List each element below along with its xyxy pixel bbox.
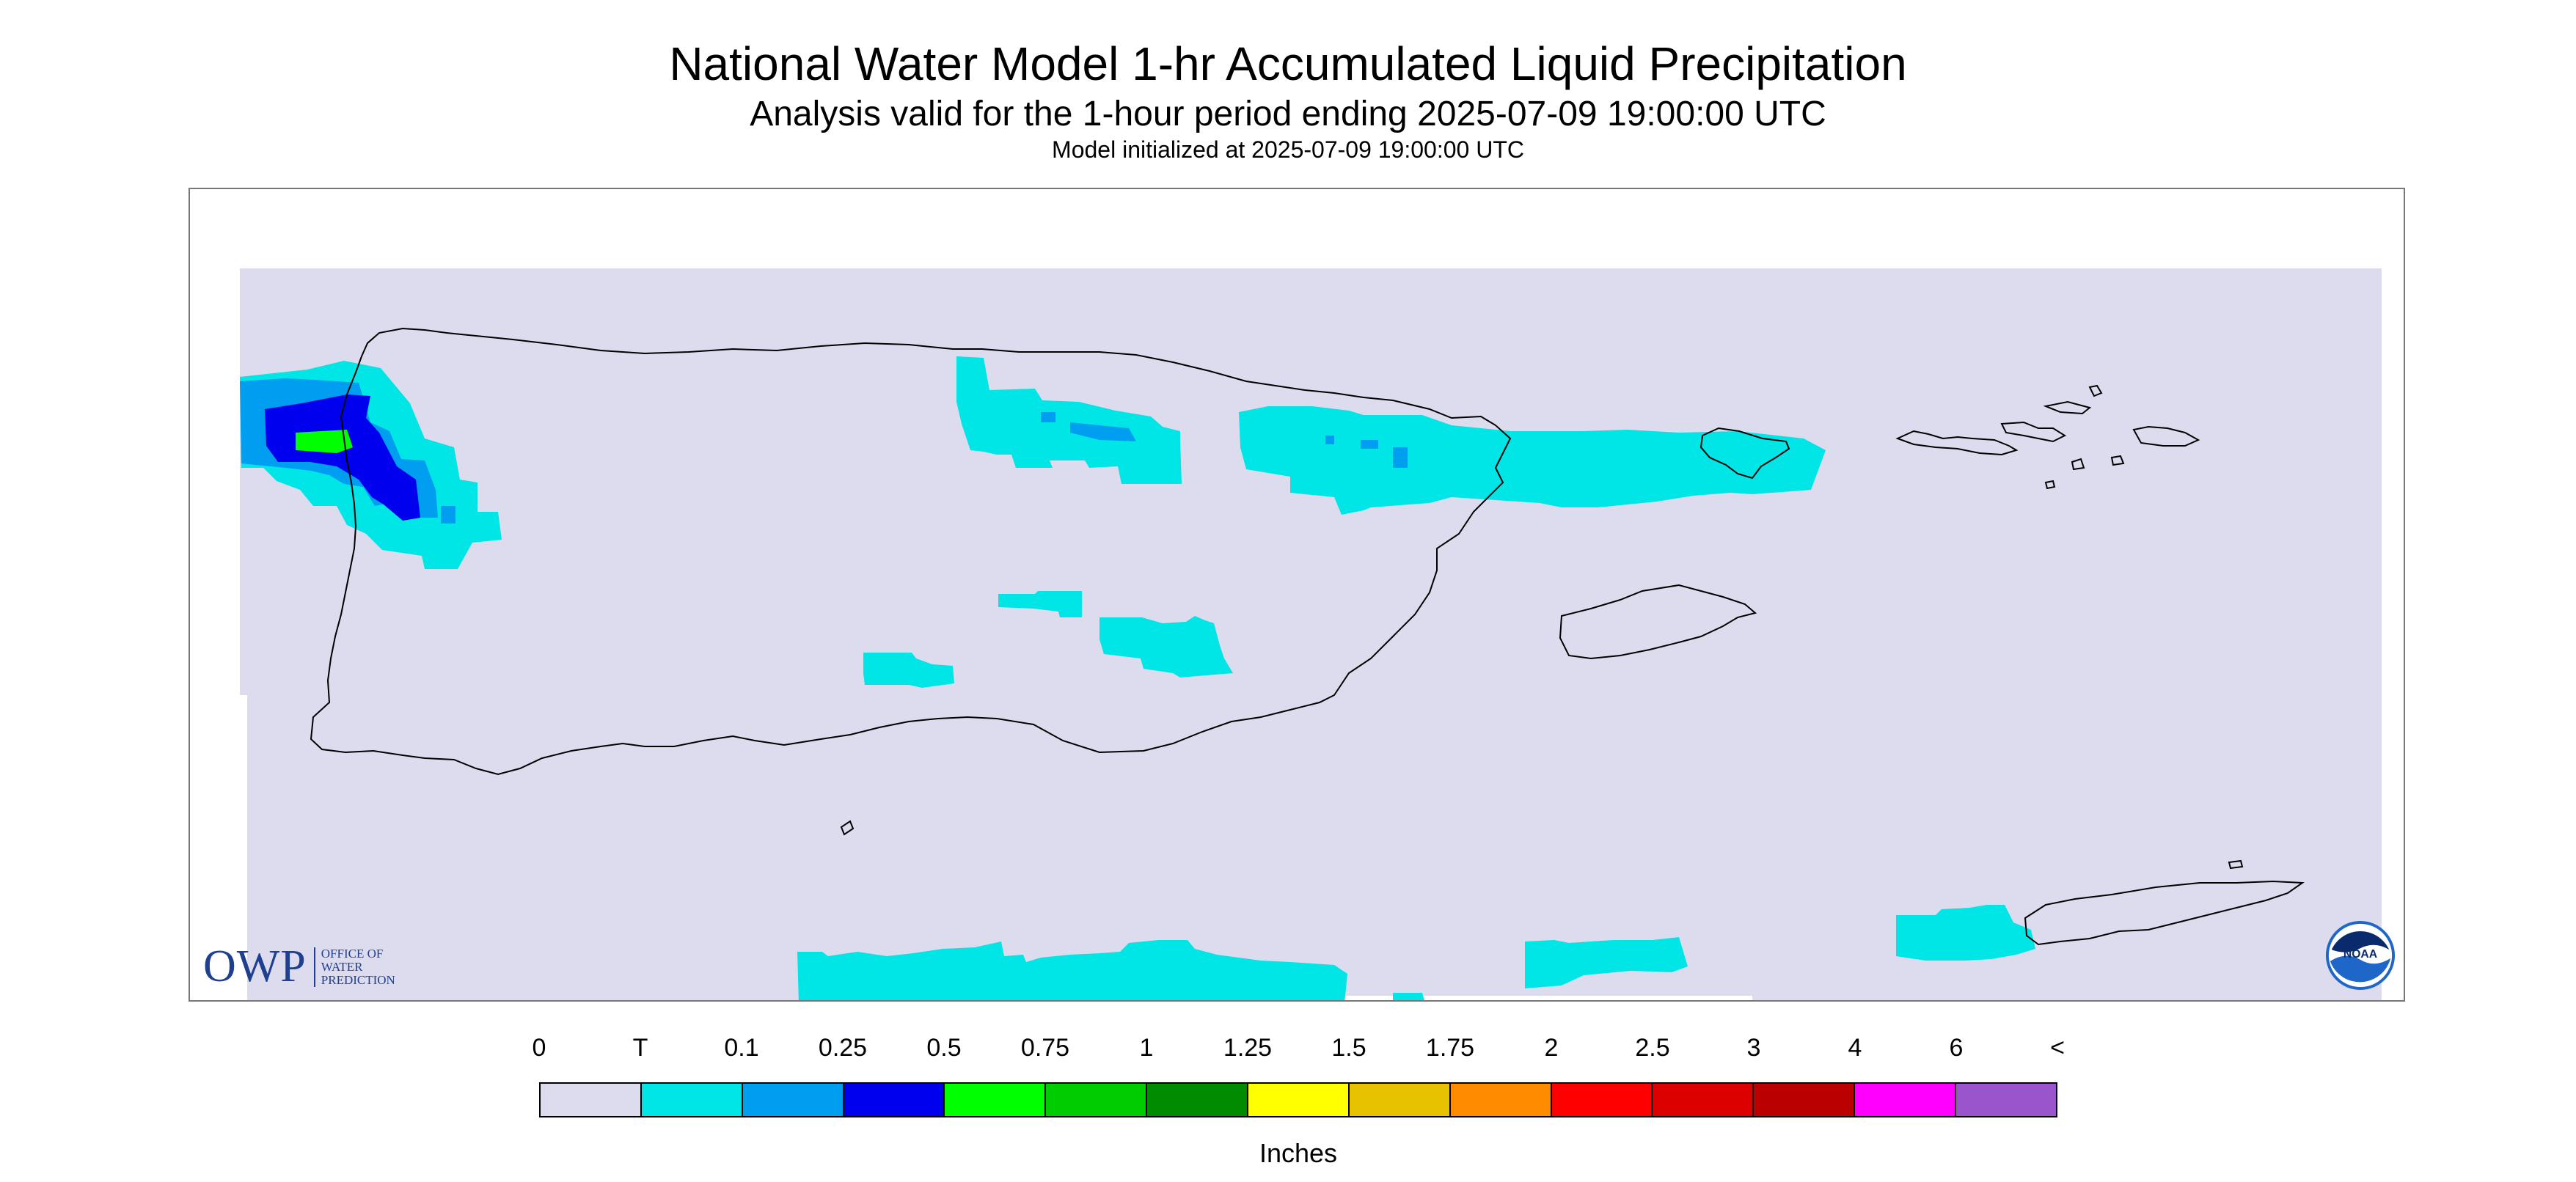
precipitation-map <box>240 268 2382 1000</box>
domain-bottom-fill <box>1752 996 2382 1000</box>
precip-area-trace <box>998 591 1082 617</box>
legend-tick-label: 2 <box>1544 1034 1559 1062</box>
legend-swatch <box>945 1084 1047 1116</box>
map-frame: OWP OFFICE OF WATER PREDICTION NOAA <box>189 188 2405 1002</box>
precip-area-0.1 <box>1325 436 1334 444</box>
owp-wordmark: OFFICE OF WATER PREDICTION <box>313 946 395 987</box>
legend-tick-label: 0.75 <box>1020 1034 1070 1062</box>
st-thomas-coastline <box>1895 430 2019 456</box>
precip-area-0.1 <box>1070 422 1136 441</box>
owp-line-3: PREDICTION <box>321 972 395 987</box>
precip-area-0.25 <box>265 394 420 521</box>
small-island-coastline <box>2110 455 2125 466</box>
map-subtitle: Analysis valid for the 1-hour period end… <box>750 95 1826 133</box>
legend-tick-label: 0.5 <box>926 1034 962 1062</box>
precipitation-legend: 0 T 0.1 0.25 0.5 0.75 1 1.25 1.5 1.75 2 2.5 3 4 6 < Inc… <box>533 1034 2065 1181</box>
legend-tick-label: 6 <box>1949 1034 1964 1062</box>
legend-tick-label: 1.75 <box>1425 1034 1475 1062</box>
legend-swatch <box>742 1084 844 1116</box>
noaa-logo: NOAA <box>2325 920 2396 991</box>
owp-letters: OWP <box>203 941 307 991</box>
vieques-coastline <box>1559 584 1757 660</box>
noaa-logo-text: NOAA <box>2343 948 2377 961</box>
legend-swatch <box>1450 1084 1552 1116</box>
legend-swatch <box>541 1084 642 1116</box>
precip-area-trace <box>956 356 1182 484</box>
st-croix-coastline <box>2024 880 2305 946</box>
puerto-rico-coastline <box>310 327 1512 776</box>
legend-tick-label: T <box>632 1034 648 1062</box>
coastline-group <box>310 327 2305 946</box>
legend-tick-label: 0.25 <box>818 1034 868 1062</box>
legend-swatch <box>1754 1084 1856 1116</box>
legend-tick-label: 4 <box>1848 1034 1862 1062</box>
legend-tick-label: 3 <box>1746 1034 1761 1062</box>
desecheo-coastline <box>840 820 855 836</box>
legend-swatch <box>1956 1084 2056 1116</box>
legend-tick-label: 1.5 <box>1331 1034 1366 1062</box>
owp-line-1: OFFICE OF <box>321 946 384 961</box>
legend-swatch <box>1046 1084 1148 1116</box>
precip-area-0.1 <box>1041 412 1055 422</box>
small-island-coastline <box>2228 859 2244 870</box>
legend-tick-label: 0.1 <box>724 1034 759 1062</box>
map-title: National Water Model 1-hr Accumulated Li… <box>669 37 1907 90</box>
legend-units: Inches <box>1259 1138 1338 1168</box>
legend-swatch <box>844 1084 945 1116</box>
precip-area-trace <box>1896 905 2035 961</box>
virgin-gorda-coastline <box>2132 425 2200 447</box>
legend-tick-label: 1 <box>1139 1034 1154 1062</box>
precip-area-trace <box>1099 616 1233 678</box>
legend-swatch <box>1551 1084 1653 1116</box>
legend-swatch <box>1653 1084 1754 1116</box>
precip-area-0.1 <box>1361 440 1378 449</box>
precip-area-0.1 <box>441 506 455 524</box>
legend-tick-label: < <box>2050 1034 2065 1062</box>
precip-area-trace <box>1525 937 1688 988</box>
tortola-coastline <box>2043 400 2092 415</box>
legend-swatch <box>1349 1084 1451 1116</box>
precip-area-trace <box>797 940 1347 1000</box>
small-island-coastline <box>2088 384 2103 397</box>
model-domain <box>240 268 2382 999</box>
precip-area-0.5 <box>296 430 353 453</box>
legend-tick-label: 1.25 <box>1223 1034 1273 1062</box>
owp-logo: OWP OFFICE OF WATER PREDICTION <box>203 941 395 993</box>
legend-swatch <box>1855 1084 1957 1116</box>
legend-swatch <box>1147 1084 1249 1116</box>
small-island-coastline <box>2044 480 2056 490</box>
small-island-coastline <box>2071 458 2085 471</box>
legend-swatch <box>1248 1084 1350 1116</box>
legend-swatch <box>641 1084 743 1116</box>
precip-area-0.1 <box>1393 447 1408 468</box>
domain-bottom-fill <box>247 996 834 1000</box>
legend-tick-label: 0 <box>532 1034 546 1062</box>
st-john-coastline <box>2000 421 2067 443</box>
legend-colorbar <box>539 1082 2057 1117</box>
model-init-line: Model initialized at 2025-07-09 19:00:00… <box>1052 136 1524 163</box>
precip-area-trace <box>863 653 954 688</box>
owp-line-2: WATER <box>321 959 363 974</box>
culebra-coastline <box>1699 427 1790 480</box>
precip-area-trace <box>1239 406 1826 515</box>
precip-area-trace <box>1393 993 1424 1000</box>
legend-tick-label: 2.5 <box>1635 1034 1670 1062</box>
